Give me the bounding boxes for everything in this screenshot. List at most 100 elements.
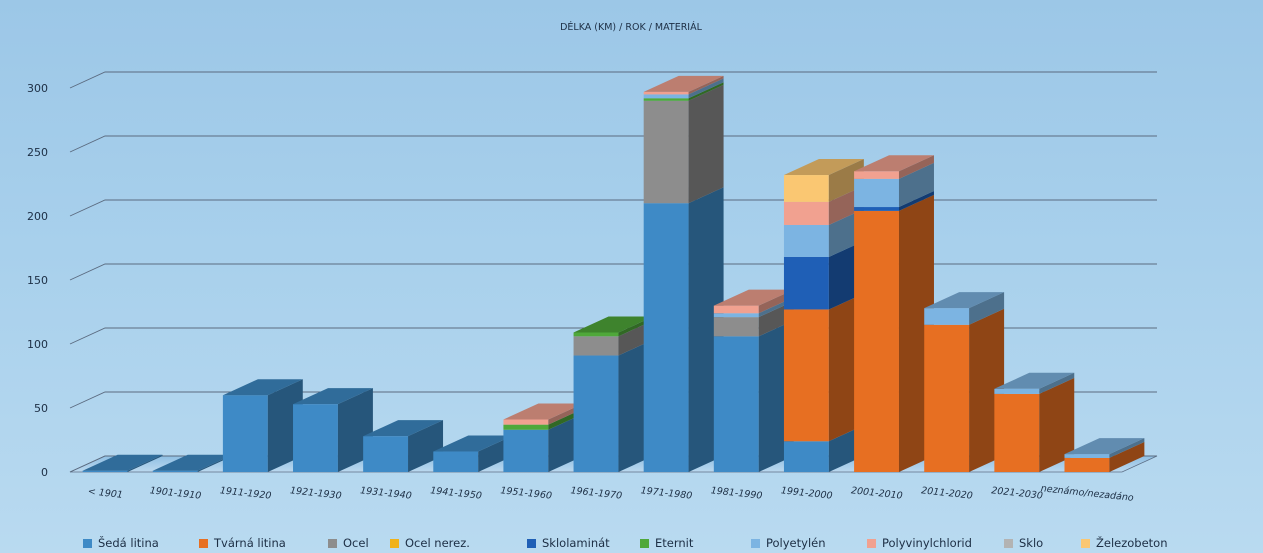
bar-segment-side xyxy=(127,454,163,472)
legend-swatch xyxy=(199,538,208,548)
bar-segment xyxy=(854,178,899,208)
bar-segment-side xyxy=(898,162,934,208)
legend-swatch xyxy=(527,538,536,548)
legend-swatch xyxy=(328,538,337,548)
legend-item: Sklo xyxy=(1004,536,1043,550)
bar-top xyxy=(924,292,1005,309)
bar-segment xyxy=(783,224,829,257)
bar-segment xyxy=(994,388,1040,394)
bar-10 xyxy=(713,289,794,472)
bar-segment-side xyxy=(688,84,724,204)
legend-label: Železobeton xyxy=(1096,536,1168,550)
x-tick-label: 1911-1920 xyxy=(219,485,272,501)
bar-top xyxy=(994,372,1075,389)
bar-top xyxy=(854,155,934,172)
legend-swatch xyxy=(640,538,649,548)
bar-9 xyxy=(643,75,724,472)
bar-segment xyxy=(643,100,689,204)
bar-segment xyxy=(503,424,549,430)
x-tick-label: < 1901 xyxy=(87,486,123,501)
bar-segment xyxy=(713,305,759,314)
legend-label: Ocel nerez. xyxy=(405,536,470,550)
legend-swatch xyxy=(751,538,760,548)
bar-8 xyxy=(573,316,654,472)
bar-11 xyxy=(783,159,864,472)
bar-15 xyxy=(1064,438,1145,472)
bar-segment-side xyxy=(1039,377,1075,472)
y-tick-label: 200 xyxy=(27,210,48,223)
bar-segment xyxy=(713,336,759,472)
legend-label: Ocel xyxy=(343,536,369,550)
bar-segment-side xyxy=(828,159,864,202)
stacked-3d-bar-chart: DÉLKA (KM) / ROK / MATERIÁL 0 50 100 150 200… xyxy=(27,21,1158,504)
bar-segment xyxy=(994,393,1040,472)
bar-segment xyxy=(854,171,899,179)
bar-top xyxy=(293,388,373,405)
bar-segment xyxy=(503,429,549,472)
bar-segment xyxy=(924,308,970,325)
bar-segment xyxy=(643,91,689,95)
bar-segment xyxy=(643,94,689,99)
bar-segment-side xyxy=(688,78,724,99)
bar-segment xyxy=(363,436,409,472)
bar-segment xyxy=(1064,454,1110,458)
x-axis-ticks: < 1901 1901-1910 1911-1920 1921-1930 1931-19… xyxy=(87,483,1134,504)
bar-top xyxy=(152,454,233,471)
legend-item: Polyetylén xyxy=(751,536,826,550)
bar-segment xyxy=(783,201,829,225)
bar-segment-side xyxy=(898,155,934,179)
legend-item: Polyvinylchlorid xyxy=(867,536,972,550)
legend-swatch xyxy=(83,538,92,548)
bar-segment xyxy=(783,256,829,310)
bar-top xyxy=(82,454,163,471)
bar-top xyxy=(363,420,444,437)
legend-label: Sklo xyxy=(1019,536,1044,550)
bar-segment-side xyxy=(969,292,1005,325)
bar-segment xyxy=(854,210,899,472)
bar-12 xyxy=(854,155,934,472)
x-tick-label: 1991-2000 xyxy=(780,485,833,501)
bar-segment xyxy=(152,470,198,472)
x-tick-label: 2001-2010 xyxy=(850,485,903,501)
y-tick-label: 250 xyxy=(27,146,48,159)
y-tick-label: 0 xyxy=(41,466,48,479)
bar-top xyxy=(433,435,514,452)
y-tick-label: 50 xyxy=(34,402,48,415)
bar-segment xyxy=(783,175,829,202)
legend-label: Šedá litina xyxy=(98,536,159,550)
bar-top xyxy=(503,403,584,420)
x-tick-label: 1931-1940 xyxy=(360,485,413,501)
x-tick-label: 1901-1910 xyxy=(149,485,202,501)
bar-segment xyxy=(433,451,479,472)
bar-top xyxy=(573,316,654,333)
bar-top xyxy=(713,289,794,306)
bar-segment-side xyxy=(1109,441,1145,472)
x-tick-label: neznámo/nezadáno xyxy=(1040,483,1134,504)
legend-item: Eternit xyxy=(640,536,693,550)
gridline xyxy=(69,199,1157,217)
bar-4 xyxy=(293,388,373,472)
bar-14 xyxy=(994,372,1075,472)
legend-label: Sklolaminát xyxy=(542,536,610,550)
gridline xyxy=(69,135,1157,153)
legend-item: Ocel xyxy=(328,536,369,550)
y-tick-label: 100 xyxy=(27,338,48,351)
bar-segment xyxy=(503,419,549,425)
bar-segment xyxy=(783,309,829,442)
y-axis-ticks: 0 50 100 150 200 250 300 xyxy=(27,82,48,479)
bar-1 xyxy=(82,454,163,472)
bar-segment xyxy=(1064,457,1110,472)
legend-item: Šedá litina xyxy=(83,536,159,550)
x-tick-label: 1921-1930 xyxy=(289,485,342,501)
bar-segment-side xyxy=(688,75,724,95)
x-tick-label: 1981-1990 xyxy=(710,485,763,501)
bar-segment xyxy=(643,98,689,101)
legend-label: Polyvinylchlorid xyxy=(882,536,972,550)
bar-segment xyxy=(713,313,759,318)
legend-label: Eternit xyxy=(655,536,694,550)
bar-segment xyxy=(854,207,899,211)
gridline xyxy=(69,71,1157,89)
bars xyxy=(82,75,1145,472)
legend-item: Ocel nerez. xyxy=(390,536,470,550)
